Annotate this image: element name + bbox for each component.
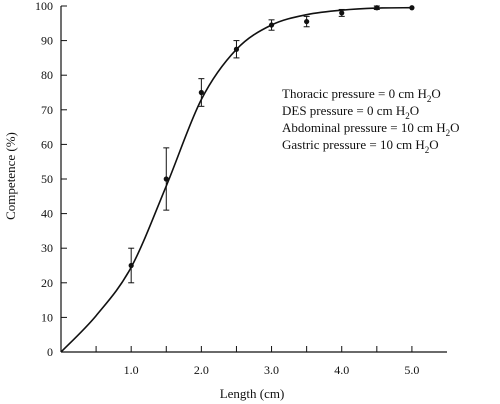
y-tick-label: 50 xyxy=(41,172,53,186)
x-tick-label: 3.0 xyxy=(264,363,279,377)
pressure-annotation: DES pressure = 0 cm H2O xyxy=(282,103,419,121)
data-point xyxy=(198,89,204,96)
data-points xyxy=(128,5,415,269)
axes xyxy=(60,6,447,353)
x-tick-label: 2.0 xyxy=(194,363,209,377)
data-point xyxy=(339,10,345,16)
y-ticks: 0 10 20 30 40 50 60 70 80 90 100 xyxy=(35,0,67,359)
data-point xyxy=(268,22,275,28)
y-tick-label: 60 xyxy=(41,137,53,151)
data-point xyxy=(374,5,380,11)
y-tick-label: 70 xyxy=(41,103,53,117)
data-point xyxy=(128,262,134,269)
y-tick-label: 80 xyxy=(41,68,53,82)
y-tick-label: 90 xyxy=(41,34,53,48)
y-tick-label: 40 xyxy=(41,207,53,221)
y-tick-label: 10 xyxy=(41,310,53,324)
y-axis-title: Competence (%) xyxy=(3,132,18,220)
y-tick-label: 0 xyxy=(47,345,53,359)
data-point xyxy=(233,46,240,52)
x-ticks: 1.0 2.0 3.0 4.0 5.0 xyxy=(95,346,419,377)
data-point xyxy=(163,176,169,182)
data-point xyxy=(304,18,310,25)
y-tick-label: 30 xyxy=(41,241,53,255)
x-tick-label: 4.0 xyxy=(334,363,349,377)
fit-curve-layer xyxy=(60,6,412,353)
pressure-annotation: Gastric pressure = 10 cm H2O xyxy=(282,137,439,155)
y-tick-label: 100 xyxy=(35,0,53,13)
x-tick-label: 1.0 xyxy=(124,363,139,377)
data-point xyxy=(409,5,415,11)
pressure-annotation: Thoracic pressure = 0 cm H2O xyxy=(282,86,441,104)
y-tick-label: 20 xyxy=(41,276,53,290)
pressure-annotation: Abdominal pressure = 10 cm H2O xyxy=(282,120,460,138)
x-axis-title: Length (cm) xyxy=(220,386,285,401)
x-tick-label: 5.0 xyxy=(404,363,419,377)
fit-curve xyxy=(60,6,412,353)
